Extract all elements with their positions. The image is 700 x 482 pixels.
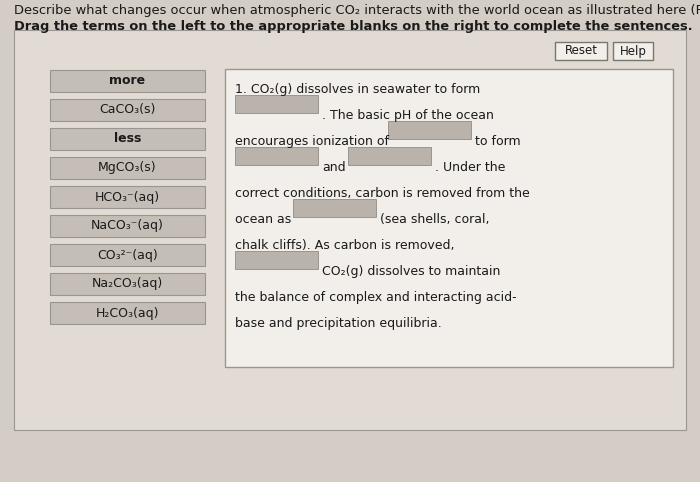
Text: (sea shells, coral,: (sea shells, coral, — [380, 213, 489, 226]
Text: MgCO₃(s): MgCO₃(s) — [98, 161, 157, 174]
Text: . The basic pH of the ocean: . The basic pH of the ocean — [322, 109, 494, 122]
Text: the balance of complex and interacting acid-: the balance of complex and interacting a… — [235, 291, 517, 304]
Text: 1. CO₂(g) dissolves in seawater to form: 1. CO₂(g) dissolves in seawater to form — [235, 83, 480, 96]
Text: less: less — [114, 133, 141, 146]
Bar — [50, 186, 205, 208]
Bar — [50, 244, 205, 266]
Text: correct conditions, carbon is removed from the: correct conditions, carbon is removed fr… — [235, 187, 530, 200]
Text: HCO₃⁻(aq): HCO₃⁻(aq) — [95, 190, 160, 203]
Bar — [50, 128, 205, 150]
Bar — [235, 251, 318, 269]
Bar — [225, 69, 673, 367]
Text: Help: Help — [620, 44, 646, 57]
Bar — [14, 30, 686, 430]
Bar — [613, 42, 653, 60]
Text: CaCO₃(s): CaCO₃(s) — [99, 104, 155, 117]
Text: base and precipitation equilibria.: base and precipitation equilibria. — [235, 317, 442, 330]
Text: chalk cliffs). As carbon is removed,: chalk cliffs). As carbon is removed, — [235, 239, 454, 252]
Text: Describe what changes occur when atmospheric CO₂ interacts with the world ocean : Describe what changes occur when atmosph… — [14, 4, 700, 17]
Text: ocean as: ocean as — [235, 213, 291, 226]
Bar — [555, 42, 607, 60]
Text: H₂CO₃(aq): H₂CO₃(aq) — [96, 307, 160, 320]
Bar — [235, 147, 318, 165]
Bar — [50, 157, 205, 179]
Text: Na₂CO₃(aq): Na₂CO₃(aq) — [92, 278, 163, 291]
Bar — [50, 99, 205, 121]
Bar — [388, 121, 471, 139]
Text: Reset: Reset — [564, 44, 598, 57]
Bar — [348, 147, 431, 165]
Text: more: more — [109, 75, 146, 88]
Text: and: and — [322, 161, 346, 174]
Bar — [293, 199, 376, 217]
Text: NaCO₃⁻(aq): NaCO₃⁻(aq) — [91, 219, 164, 232]
Bar — [235, 95, 318, 113]
Bar — [50, 215, 205, 237]
Text: CO₃²⁻(aq): CO₃²⁻(aq) — [97, 249, 158, 262]
Text: . Under the: . Under the — [435, 161, 505, 174]
Text: Drag the terms on the left to the appropriate blanks on the right to complete th: Drag the terms on the left to the approp… — [14, 20, 692, 33]
Text: CO₂(g) dissolves to maintain: CO₂(g) dissolves to maintain — [322, 265, 500, 278]
Text: to form: to form — [475, 135, 521, 148]
Text: encourages ionization of: encourages ionization of — [235, 135, 389, 148]
Bar — [50, 302, 205, 324]
Bar — [50, 70, 205, 92]
Bar — [50, 273, 205, 295]
